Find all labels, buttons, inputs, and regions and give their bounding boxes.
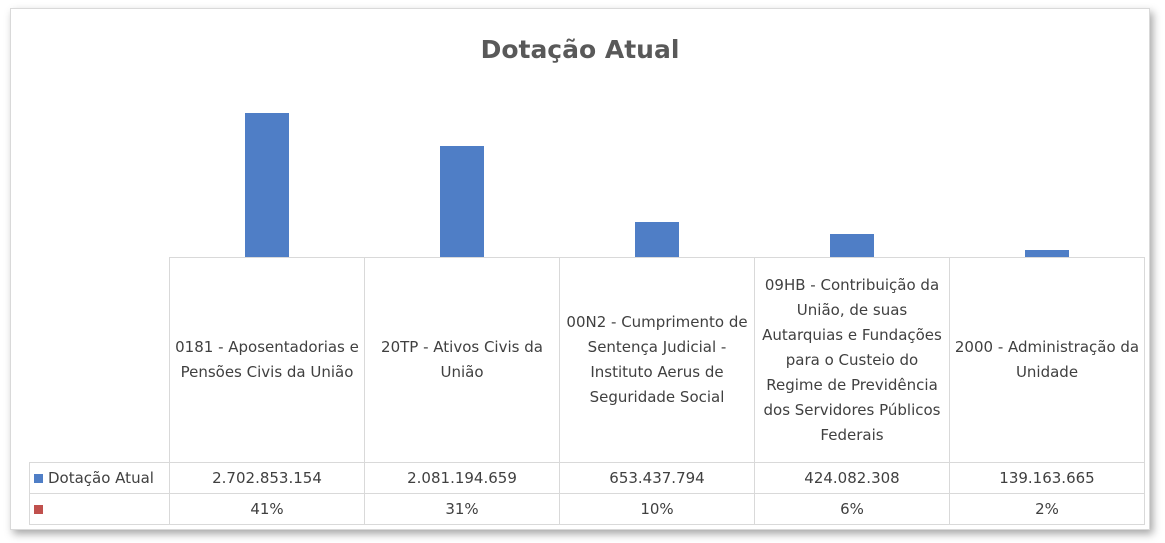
data-table-value: 653.437.794 [559,462,755,494]
bar [244,112,289,257]
data-table-value: 2.081.194.659 [364,462,560,494]
legend-entry [29,493,170,525]
category-label: 0181 - Aposentadorias e Pensões Civis da… [169,257,365,463]
legend-swatch [34,473,43,483]
bar [1024,249,1069,257]
legend-swatch [34,504,43,514]
bar [829,234,874,257]
data-table-value: 139.163.665 [949,462,1145,494]
category-label: 20TP - Ativos Civis da União [364,257,560,463]
category-label: 00N2 - Cumprimento de Sentença Judicial … [559,257,755,463]
legend-entry: Dotação Atual [29,462,170,494]
legend-label: Dotação Atual [48,468,154,487]
data-table-value: 2.702.853.154 [169,462,365,494]
chart: Dotação Atual 0181 - Aposentadorias e Pe… [10,8,1150,530]
data-table-value: 41% [169,493,365,525]
chart-title: Dotação Atual [480,35,680,64]
data-table-value: 10% [559,493,755,525]
data-table-value: 31% [364,493,560,525]
data-table-value: 424.082.308 [754,462,950,494]
bar [634,222,679,257]
category-label: 2000 - Administração da Unidade [949,257,1145,463]
category-label: 09HB - Contribuição da União, de suas Au… [754,257,950,463]
data-table-value: 6% [754,493,950,525]
data-table-value: 2% [949,493,1145,525]
bar [439,146,484,257]
